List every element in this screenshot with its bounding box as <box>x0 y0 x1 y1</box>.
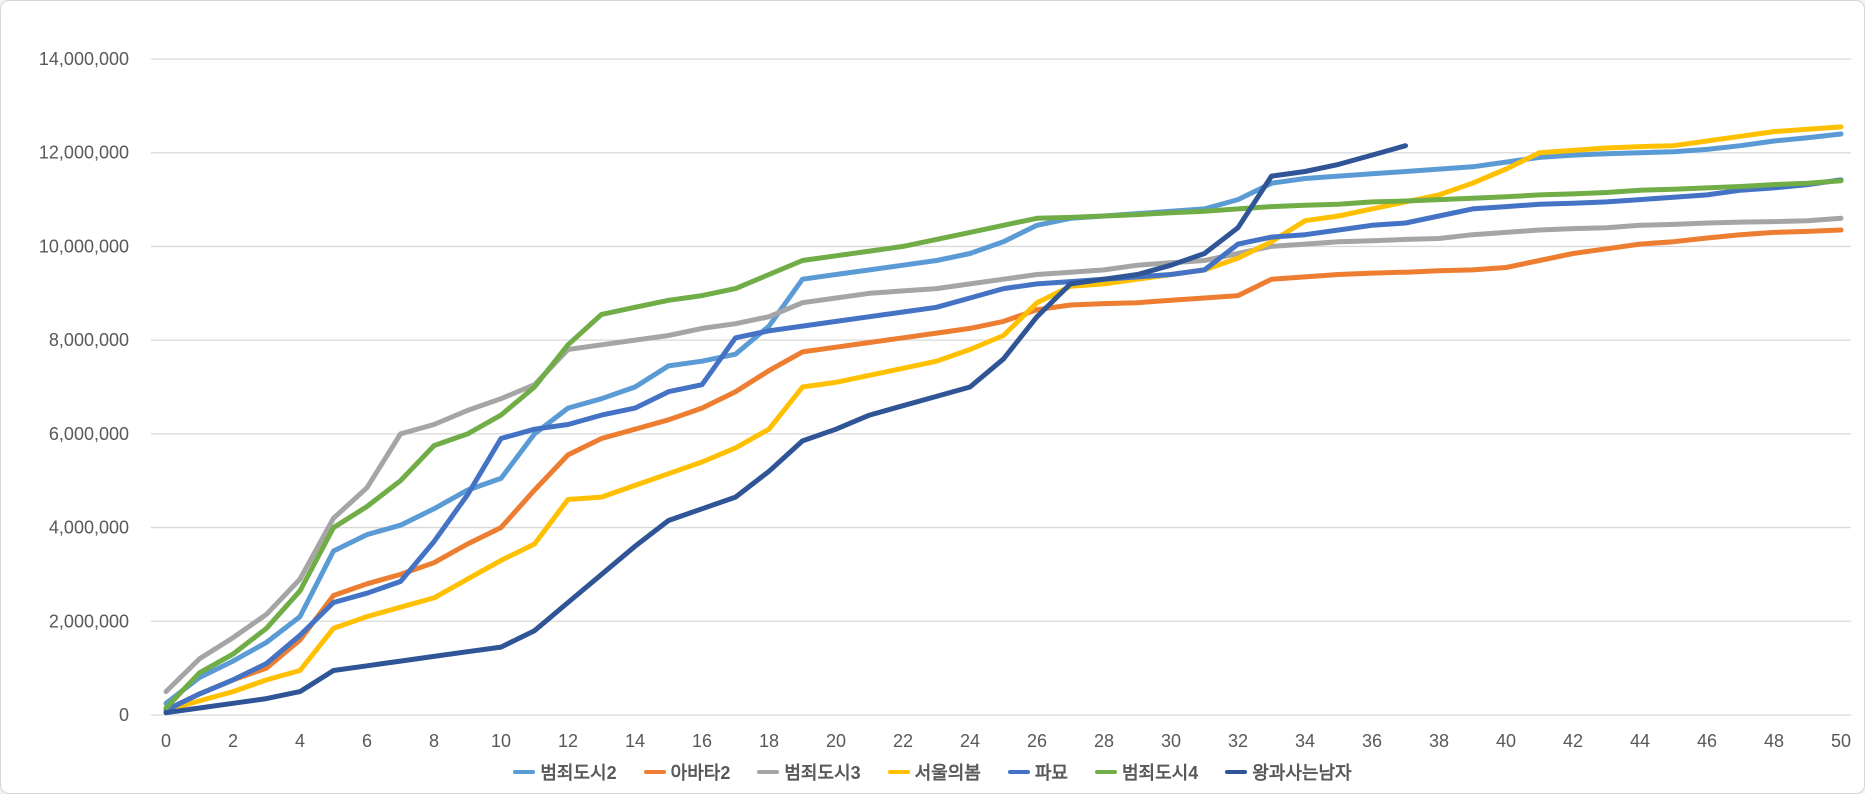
x-axis-tick-label: 2 <box>228 731 238 751</box>
series-line-5[interactable] <box>163 178 1844 711</box>
legend-line-marker <box>643 769 666 775</box>
legend-item-beomjoidosi3[interactable]: 범죄도시3 <box>757 759 861 785</box>
y-axis-tick-label: 12,000,000 <box>39 143 129 163</box>
legend-label: 서울의봄 <box>914 763 981 783</box>
x-axis-tick-label: 34 <box>1295 731 1315 751</box>
series-line-6[interactable] <box>163 143 1408 716</box>
x-axis-tick-label: 10 <box>491 731 511 751</box>
x-axis-tick-label: 4 <box>295 731 305 751</box>
legend-line-marker <box>1225 769 1248 775</box>
legend-item-pamyo[interactable]: 파묘 <box>1007 759 1068 785</box>
series-line-0[interactable] <box>163 131 1844 706</box>
legend-label: 파묘 <box>1034 763 1068 783</box>
x-axis-tick-label: 28 <box>1094 731 1114 751</box>
legend-label: 범죄도시2 <box>540 763 617 783</box>
x-axis-tick-label: 32 <box>1228 731 1248 751</box>
x-axis-tick-label: 18 <box>759 731 779 751</box>
legend-label: 범죄도시3 <box>784 763 861 783</box>
legend-item-wanggwasaneunnamja[interactable]: 왕과사는남자 <box>1225 759 1352 785</box>
series-line-2[interactable] <box>163 215 1844 695</box>
series-line-1[interactable] <box>163 227 1844 713</box>
y-axis-tick-label: 4,000,000 <box>49 518 129 538</box>
x-axis-tick-label: 40 <box>1496 731 1516 751</box>
y-axis-tick-label: 8,000,000 <box>49 330 129 350</box>
x-axis-tick-label: 16 <box>692 731 712 751</box>
x-axis-tick-label: 46 <box>1697 731 1717 751</box>
x-axis-tick-label: 44 <box>1630 731 1650 751</box>
x-axis-tick-label: 48 <box>1764 731 1784 751</box>
x-axis-tick-label: 0 <box>161 731 171 751</box>
y-axis-tick-label: 2,000,000 <box>49 611 129 631</box>
series-line-3[interactable] <box>163 124 1844 713</box>
legend-item-beomjoidosi2[interactable]: 범죄도시2 <box>513 759 617 785</box>
legend-label: 왕과사는남자 <box>1252 763 1352 783</box>
legend-line-marker <box>513 769 536 775</box>
x-axis-tick-label: 12 <box>558 731 578 751</box>
x-axis-tick-label: 26 <box>1027 731 1047 751</box>
legend-item-avatar2[interactable]: 아바타2 <box>643 759 731 785</box>
x-axis-tick-label: 8 <box>429 731 439 751</box>
x-axis-tick-label: 6 <box>362 731 372 751</box>
legend-line-marker <box>1007 769 1030 775</box>
x-axis-tick-label: 50 <box>1831 731 1851 751</box>
x-axis-tick-label: 38 <box>1429 731 1449 751</box>
legend-line-marker <box>1094 769 1117 775</box>
y-axis-tick-label: 0 <box>119 705 129 725</box>
x-axis-tick-label: 14 <box>625 731 645 751</box>
y-axis-tick-label: 6,000,000 <box>49 424 129 444</box>
x-axis-tick-label: 24 <box>960 731 980 751</box>
x-axis-tick-label: 20 <box>826 731 846 751</box>
legend-line-marker <box>757 769 780 775</box>
x-axis-tick-label: 42 <box>1563 731 1583 751</box>
chart-legend: 범죄도시2 아바타2 범죄도시3 서울의봄 파묘 범죄도시4 왕과사는남자 <box>1 759 1864 785</box>
x-axis-tick-label: 30 <box>1161 731 1181 751</box>
x-axis-tick-label: 22 <box>893 731 913 751</box>
legend-item-beomjoidosi4[interactable]: 범죄도시4 <box>1094 759 1199 785</box>
y-axis-tick-label: 14,000,000 <box>39 49 129 69</box>
legend-label: 범죄도시4 <box>1121 763 1199 783</box>
legend-line-marker <box>887 769 910 775</box>
legend-item-seoulbom[interactable]: 서울의봄 <box>887 759 981 785</box>
series-line-4[interactable] <box>163 177 1844 713</box>
x-axis-tick-label: 36 <box>1362 731 1382 751</box>
legend-label: 아바타2 <box>670 763 731 783</box>
y-axis-tick-label: 10,000,000 <box>39 236 129 256</box>
